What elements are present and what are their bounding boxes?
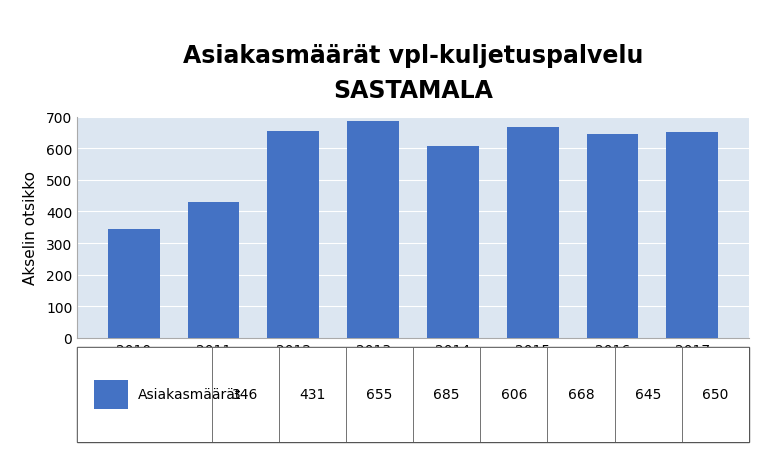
Bar	[587, 134, 638, 338]
Text: 685: 685	[433, 388, 460, 401]
Bar	[506, 127, 559, 338]
Bar	[279, 347, 346, 442]
Bar	[94, 381, 127, 409]
Text: 645: 645	[635, 388, 662, 401]
Bar	[682, 347, 749, 442]
Bar	[346, 347, 413, 442]
Text: Asiakasmäärät: Asiakasmäärät	[137, 388, 241, 401]
Bar	[413, 347, 480, 442]
Bar	[615, 347, 682, 442]
Text: 606: 606	[500, 388, 527, 401]
Bar	[347, 122, 399, 338]
Text: 668: 668	[567, 388, 594, 401]
Y-axis label: Akselin otsikko: Akselin otsikko	[22, 171, 38, 285]
Title: Asiakasmäärät vpl-kuljetuspalvelu
SASTAMALA: Asiakasmäärät vpl-kuljetuspalvelu SASTAM…	[183, 44, 643, 103]
Bar	[77, 347, 212, 442]
Text: 346: 346	[232, 388, 259, 401]
Bar	[108, 229, 160, 338]
Bar	[480, 347, 547, 442]
Bar	[267, 132, 320, 338]
Text: 655: 655	[366, 388, 393, 401]
Bar	[427, 147, 479, 338]
Bar	[666, 133, 718, 338]
Text: 650: 650	[702, 388, 729, 401]
Text: 431: 431	[299, 388, 326, 401]
Bar	[212, 347, 279, 442]
Bar	[547, 347, 615, 442]
Bar	[188, 202, 239, 338]
